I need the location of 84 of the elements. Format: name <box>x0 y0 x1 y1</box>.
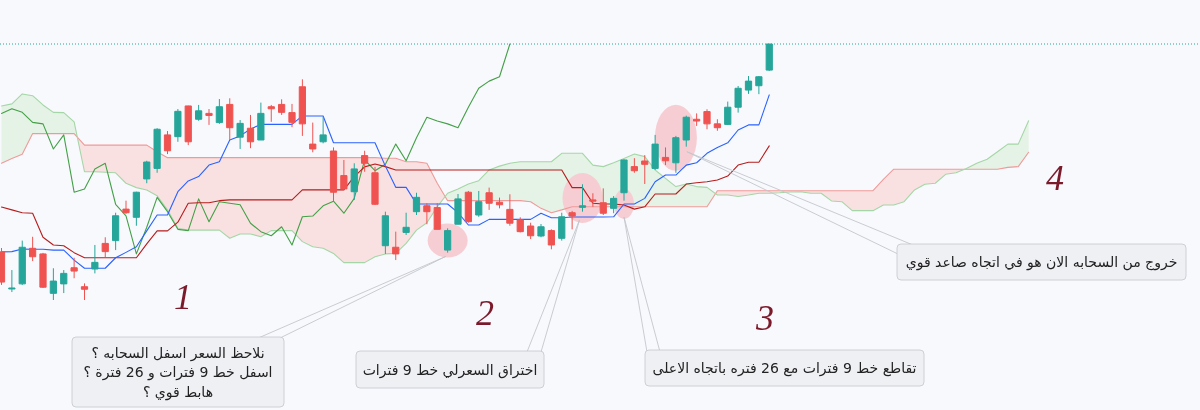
candlestick <box>195 104 203 122</box>
candlestick <box>433 202 441 230</box>
text: اختراق السعرلي خط 9 فترات <box>362 361 538 379</box>
annotation: 2 <box>476 293 494 333</box>
candlestick <box>412 192 421 216</box>
candlestick <box>651 134 659 171</box>
candlestick <box>755 75 763 95</box>
candlestick <box>423 202 431 225</box>
candlestick <box>558 212 566 242</box>
text: 4 <box>1046 158 1064 198</box>
candlestick <box>257 102 265 141</box>
candlestick <box>713 118 721 132</box>
candlestick <box>371 166 379 206</box>
candlestick <box>568 210 576 230</box>
candlestick <box>0 247 6 286</box>
candlestick <box>361 150 369 173</box>
candlestick <box>236 119 244 150</box>
candlestick <box>267 104 275 123</box>
candlestick <box>485 187 493 211</box>
candlestick <box>464 190 472 224</box>
candlestick <box>527 222 535 240</box>
candlestick <box>298 78 306 137</box>
candlestick <box>215 98 223 125</box>
candlestick <box>122 200 130 215</box>
candlestick <box>547 228 555 250</box>
candlestick <box>60 269 68 294</box>
candlestick <box>153 127 161 174</box>
candlestick <box>402 212 410 236</box>
candlestick <box>589 192 597 208</box>
candlestick <box>143 160 151 184</box>
candlestick <box>444 227 452 254</box>
candlestick <box>163 130 172 155</box>
candlestick <box>246 114 255 149</box>
candlestick <box>599 187 607 216</box>
candlestick <box>80 282 89 301</box>
annotation: 1 <box>174 277 192 317</box>
text: نلاحظ السعر اسفل السحابه ؟ <box>91 344 265 362</box>
candlestick <box>39 252 47 289</box>
candlestick <box>672 135 680 174</box>
candlestick <box>693 112 701 127</box>
candlestick <box>734 85 742 114</box>
candlestick <box>329 146 338 203</box>
candlestick <box>682 115 690 148</box>
candlestick <box>703 108 711 130</box>
candlestick <box>724 101 732 126</box>
candlestick <box>475 190 483 218</box>
candlestick <box>205 108 213 126</box>
candlestick <box>392 231 400 261</box>
candlestick <box>288 103 296 128</box>
candlestick <box>184 105 192 146</box>
candlestick <box>132 191 140 227</box>
candlestick <box>537 223 545 238</box>
candlestick <box>620 158 628 202</box>
text: اسفل خط 9 فترات و 26 فترة ؟ <box>83 364 273 381</box>
candlestick <box>18 240 26 286</box>
candlestick <box>340 159 348 191</box>
candlestick <box>29 236 37 262</box>
candlestick <box>381 211 389 255</box>
candlestick <box>226 97 234 141</box>
candlestick <box>101 236 109 258</box>
candlestick <box>516 216 524 233</box>
candlestick <box>49 267 57 301</box>
candlestick <box>174 108 182 143</box>
candlestick <box>8 269 16 293</box>
candlestick <box>278 98 286 116</box>
text: تقاطع خط 9 فترات مع 26 فتره باتجاه الاعلى <box>652 360 917 377</box>
candlestick <box>112 212 120 251</box>
candlestick <box>744 75 753 95</box>
text: هابط قوي ؟ <box>142 383 214 401</box>
candlestick <box>91 244 99 274</box>
annotation: خروج من السحابه الان هو في اتجاه صاعد قوي <box>905 254 1178 271</box>
candlestick <box>309 122 317 153</box>
candlestick <box>630 157 638 174</box>
candlestick <box>319 116 327 144</box>
candlestick <box>454 193 462 225</box>
candlestick <box>70 257 78 279</box>
candlestick <box>610 195 618 214</box>
candlestick <box>506 193 514 227</box>
candlestick <box>350 162 358 201</box>
candlestick <box>661 146 670 166</box>
candlestick <box>578 183 587 213</box>
candlestick <box>495 197 504 209</box>
candlestick <box>641 154 649 185</box>
annotation: 3 <box>755 298 774 338</box>
